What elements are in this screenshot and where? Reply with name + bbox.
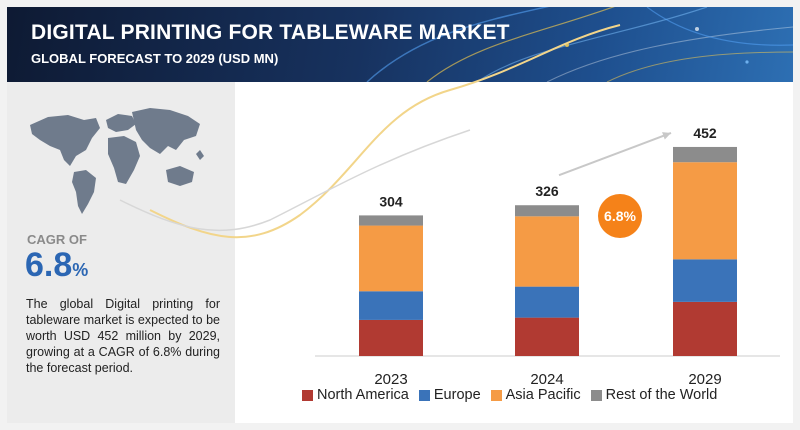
cagr-unit: % [72,260,89,280]
cagr-number: 6.8 [25,246,73,284]
x-tick-label: 2024 [530,371,563,388]
cagr-label: CAGR OF [27,232,87,247]
market-description: The global Digital printing for tablewar… [26,297,220,375]
legend-label: North America [317,387,409,403]
cagr-bubble [598,194,642,238]
growth-arrow-head [662,132,671,140]
legend-item-rest-of-the-world: Rest of the World [590,387,718,403]
cagr-bubble-label: 6.8% [604,208,636,224]
decorative-curve-gold [149,24,621,239]
page-subtitle: GLOBAL FORECAST TO 2029 (USD MN) [31,51,279,66]
bar-total-label: 304 [379,193,403,209]
bar-segment-2029-asia-pacific [673,162,737,260]
bar-segment-2024-north-america [515,317,579,356]
x-tick-label: 2023 [374,371,407,388]
legend-label: Europe [433,387,481,403]
legend-swatch [490,389,502,401]
bar-segment-2024-europe [515,286,579,318]
bar-segment-2029-rest-of-the-world [673,146,737,163]
x-tick-label: 2029 [688,371,721,388]
legend-swatch [302,389,313,401]
legend-swatch [418,389,430,401]
cagr-value: 6.8% [25,246,88,285]
bar-segment-2023-rest-of-the-world [359,215,423,226]
legend-item-europe: Europe [418,387,481,403]
legend-item-asia-pacific: Asia Pacific [490,387,581,403]
bar-segment-2029-europe [673,259,737,302]
page-title: DIGITAL PRINTING FOR TABLEWARE MARKET [31,21,510,44]
bar-segment-2029-north-america [673,301,737,356]
legend-item-north-america: North America [302,387,409,403]
bar-segment-2023-north-america [359,319,423,356]
bar-segment-2024-asia-pacific [515,216,579,287]
bar-total-label: 452 [693,125,717,141]
header-banner: DIGITAL PRINTING FOR TABLEWARE MARKET GL… [7,7,793,82]
bar-segment-2023-europe [359,291,423,320]
legend-label: Rest of the World [605,387,718,403]
world-map-icon [30,108,204,214]
legend-label: Asia Pacific [505,387,581,403]
banner-light-streaks [366,7,793,82]
growth-arrow-line [558,132,672,177]
bar-segment-2023-asia-pacific [359,225,423,292]
legend-swatch [590,389,602,401]
decorative-curve-grey [119,129,471,232]
bar-total-label: 326 [535,183,559,199]
bar-segment-2024-rest-of-the-world [515,205,579,217]
chart-legend: North America Europe Asia Pacific Rest of t… [302,387,727,403]
